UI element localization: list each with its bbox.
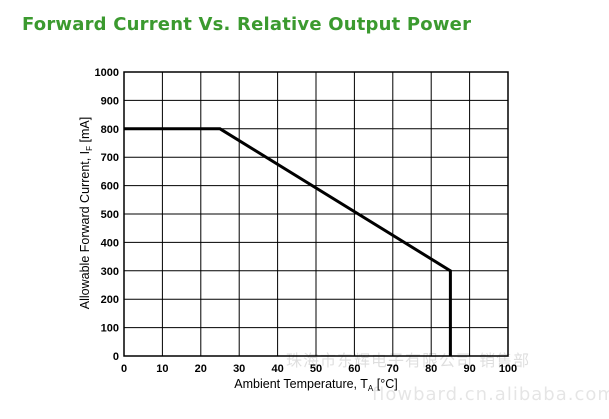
x-tick-label: 70: [387, 363, 399, 375]
x-tick-label: 20: [195, 363, 207, 375]
y-tick-label: 1000: [95, 67, 119, 79]
y-axis-label-sub: F: [85, 146, 94, 151]
watermark-url: flowbard.cn.alibaba.com: [372, 384, 609, 405]
y-tick-label: 500: [101, 209, 119, 221]
y-tick-label: 700: [101, 152, 119, 164]
y-tick-labels: 0 100 200 300 400 500 600 700 800 900 1000: [95, 67, 119, 363]
x-tick-label: 80: [425, 363, 437, 375]
y-axis-label-main: Allowable Forward Current, I: [78, 151, 92, 309]
x-tick-label: 40: [271, 363, 283, 375]
x-tick-label: 90: [463, 363, 475, 375]
x-axis-label-main: Ambient Temperature, T: [234, 377, 368, 391]
chart-title: Forward Current Vs. Relative Output Powe…: [22, 14, 472, 35]
y-axis-label-unit: [mA]: [78, 117, 92, 146]
y-tick-label: 600: [101, 181, 119, 193]
y-axis-label: Allowable Forward Current, IF [mA]: [78, 117, 94, 309]
data-series: [124, 127, 452, 356]
plot-area-border: [123, 71, 509, 357]
x-tick-label: 10: [156, 363, 168, 375]
x-tick-label: 50: [310, 363, 322, 375]
y-tick-label: 900: [101, 95, 119, 107]
y-tick-label: 300: [101, 266, 119, 278]
x-tick-label: 0: [121, 363, 127, 375]
x-axis-label-unit: [°C]: [373, 377, 397, 391]
x-axis-label: Ambient Temperature, TA [°C]: [234, 377, 397, 393]
watermark-company: 珠海市东辉电子有限公司 销售部: [286, 351, 531, 370]
series-line: [124, 127, 452, 356]
y-tick-label: 0: [113, 351, 119, 363]
x-tick-label: 100: [499, 363, 517, 375]
x-axis-label-sub: A: [368, 384, 374, 393]
y-tick-label: 100: [101, 323, 119, 335]
x-tick-label: 30: [233, 363, 245, 375]
y-tick-label: 200: [101, 294, 119, 306]
x-tick-labels: 0 10 20 30 40 50 60 70 80 90 100: [121, 363, 517, 375]
y-tick-label: 800: [101, 124, 119, 136]
y-tick-label: 400: [101, 237, 119, 249]
x-tick-label: 60: [348, 363, 360, 375]
